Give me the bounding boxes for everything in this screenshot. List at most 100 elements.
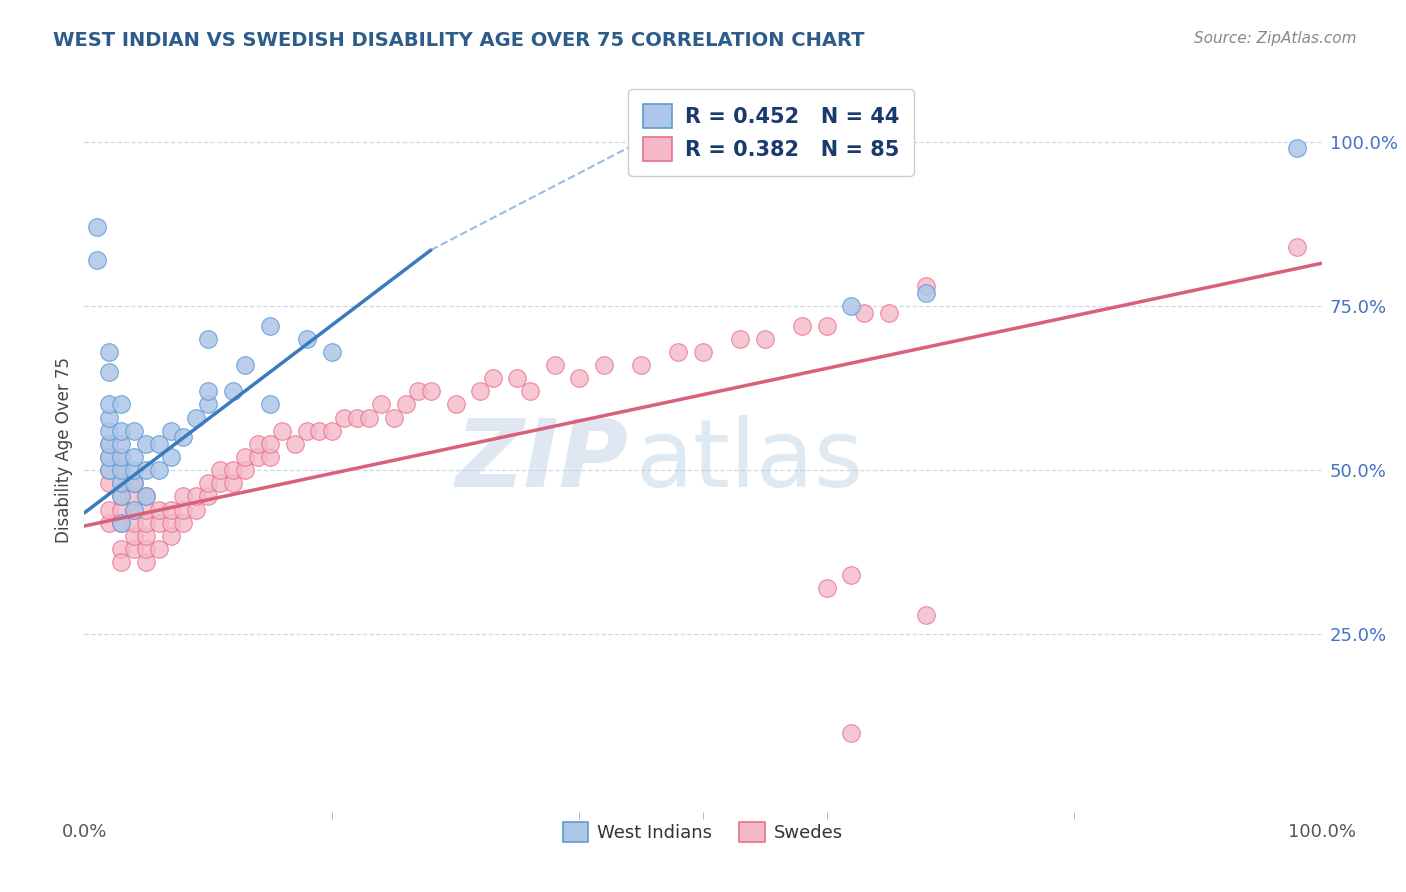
Point xyxy=(754,332,776,346)
Point xyxy=(346,410,368,425)
Point xyxy=(160,502,183,516)
Point xyxy=(184,410,207,425)
Point xyxy=(295,424,318,438)
Point xyxy=(222,463,245,477)
Text: ZIP: ZIP xyxy=(456,416,628,508)
Point xyxy=(419,384,441,399)
Point xyxy=(914,279,936,293)
Point xyxy=(197,476,219,491)
Point xyxy=(110,476,132,491)
Point xyxy=(815,318,838,333)
Point xyxy=(246,437,269,451)
Point xyxy=(481,371,503,385)
Point xyxy=(122,529,145,543)
Point xyxy=(148,463,170,477)
Point xyxy=(271,424,294,438)
Point xyxy=(841,299,863,313)
Point xyxy=(135,541,157,556)
Point xyxy=(122,490,145,504)
Point xyxy=(914,285,936,300)
Point xyxy=(790,318,813,333)
Point xyxy=(135,502,157,516)
Point xyxy=(160,450,183,464)
Point xyxy=(122,516,145,530)
Point xyxy=(197,384,219,399)
Point xyxy=(259,318,281,333)
Point xyxy=(98,365,121,379)
Point xyxy=(172,516,194,530)
Point xyxy=(135,490,157,504)
Point xyxy=(110,555,132,569)
Point xyxy=(630,358,652,372)
Point xyxy=(110,450,132,464)
Point xyxy=(135,437,157,451)
Point xyxy=(184,490,207,504)
Point xyxy=(233,463,256,477)
Point xyxy=(197,332,219,346)
Point xyxy=(148,502,170,516)
Point xyxy=(233,450,256,464)
Point xyxy=(444,397,467,411)
Point xyxy=(593,358,616,372)
Point xyxy=(543,358,565,372)
Point xyxy=(110,541,132,556)
Y-axis label: Disability Age Over 75: Disability Age Over 75 xyxy=(55,358,73,543)
Point xyxy=(98,450,121,464)
Point xyxy=(914,607,936,622)
Point xyxy=(506,371,529,385)
Point xyxy=(98,424,121,438)
Point xyxy=(877,305,900,319)
Point xyxy=(98,450,121,464)
Point xyxy=(110,424,132,438)
Text: WEST INDIAN VS SWEDISH DISABILITY AGE OVER 75 CORRELATION CHART: WEST INDIAN VS SWEDISH DISABILITY AGE OV… xyxy=(53,31,865,50)
Point xyxy=(98,463,121,477)
Point xyxy=(246,450,269,464)
Point xyxy=(160,529,183,543)
Point xyxy=(135,555,157,569)
Point xyxy=(184,502,207,516)
Point xyxy=(135,463,157,477)
Point xyxy=(98,437,121,451)
Point xyxy=(122,476,145,491)
Point xyxy=(321,345,343,359)
Point xyxy=(197,397,219,411)
Point xyxy=(98,437,121,451)
Legend: West Indians, Swedes: West Indians, Swedes xyxy=(555,814,851,850)
Point xyxy=(160,424,183,438)
Point xyxy=(86,220,108,235)
Point xyxy=(98,463,121,477)
Point xyxy=(122,463,145,477)
Point xyxy=(148,516,170,530)
Point xyxy=(135,516,157,530)
Point xyxy=(135,490,157,504)
Point xyxy=(98,516,121,530)
Point xyxy=(1285,141,1308,155)
Point xyxy=(321,424,343,438)
Point xyxy=(122,502,145,516)
Point xyxy=(110,502,132,516)
Point xyxy=(110,490,132,504)
Text: Source: ZipAtlas.com: Source: ZipAtlas.com xyxy=(1194,31,1357,46)
Point xyxy=(666,345,689,359)
Point xyxy=(209,463,232,477)
Point xyxy=(209,476,232,491)
Point xyxy=(122,424,145,438)
Text: atlas: atlas xyxy=(636,416,863,508)
Point xyxy=(110,516,132,530)
Point xyxy=(122,476,145,491)
Point xyxy=(98,502,121,516)
Point xyxy=(98,476,121,491)
Point xyxy=(160,516,183,530)
Point xyxy=(122,541,145,556)
Point xyxy=(110,437,132,451)
Point xyxy=(333,410,356,425)
Point xyxy=(815,582,838,596)
Point xyxy=(148,541,170,556)
Point xyxy=(86,252,108,267)
Point xyxy=(295,332,318,346)
Point xyxy=(852,305,875,319)
Point xyxy=(233,358,256,372)
Point xyxy=(519,384,541,399)
Point xyxy=(110,516,132,530)
Point xyxy=(357,410,380,425)
